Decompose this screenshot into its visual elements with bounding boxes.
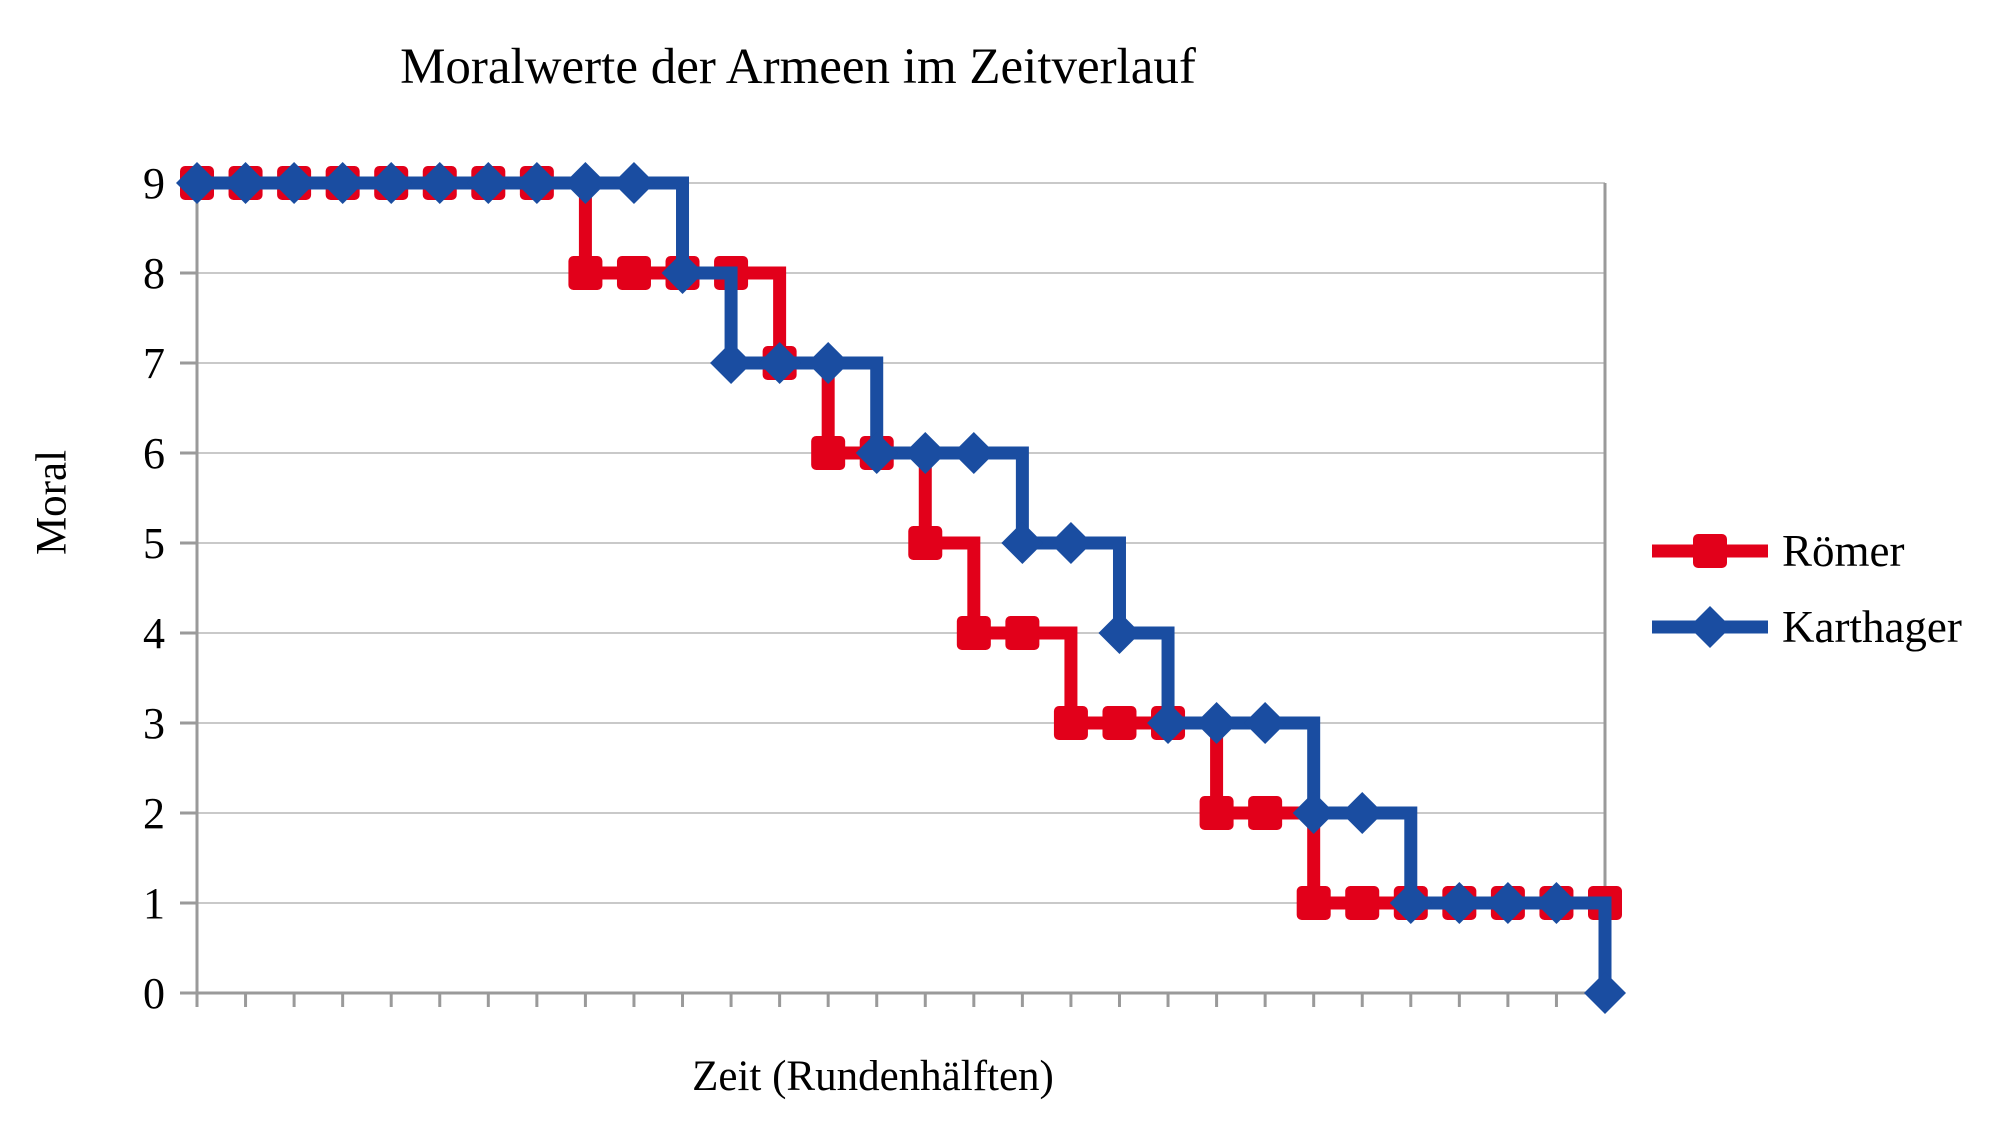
y-tick-label-4: 4 xyxy=(143,609,165,658)
data-point-marker-diamond xyxy=(273,162,316,204)
data-point-marker-diamond xyxy=(855,432,898,474)
data-point-marker-square xyxy=(1345,886,1380,920)
data-point-marker-diamond xyxy=(370,162,413,204)
data-point-marker-square xyxy=(908,526,943,560)
legend-marker-diamond xyxy=(1652,606,1768,648)
data-point-marker-diamond xyxy=(1049,522,1092,564)
series-karthager xyxy=(176,162,1626,1014)
data-point-marker-diamond xyxy=(1341,792,1384,834)
series-line-karthager xyxy=(197,176,1612,993)
data-point-marker-square xyxy=(956,616,991,650)
data-point-marker-diamond xyxy=(1535,882,1578,924)
y-tick-label-8: 8 xyxy=(143,249,165,298)
data-point-marker-square xyxy=(1248,796,1283,830)
data-series xyxy=(176,162,1626,1014)
y-tick-label-9: 9 xyxy=(143,159,165,208)
legend: Römer Karthager xyxy=(1652,520,1962,658)
data-point-marker-diamond xyxy=(1486,882,1529,924)
data-point-marker-square xyxy=(1005,616,1040,650)
y-tick-label-6: 6 xyxy=(143,429,165,478)
data-point-marker-diamond xyxy=(224,162,267,204)
data-point-marker-diamond xyxy=(1584,972,1626,1014)
data-point-marker-diamond xyxy=(807,342,850,384)
y-axis-title: Moral xyxy=(28,449,76,556)
data-point-marker-diamond xyxy=(564,162,607,204)
data-point-marker-diamond xyxy=(661,252,704,294)
y-tick-labels: 0 1 2 3 4 5 6 7 8 9 xyxy=(143,159,165,1018)
data-point-marker-square xyxy=(1693,534,1727,568)
y-tick-label-3: 3 xyxy=(143,699,165,748)
data-point-marker-diamond xyxy=(1098,612,1141,654)
x-axis-title: Zeit (Rundenhälften) xyxy=(692,1053,1054,1100)
data-point-marker-diamond xyxy=(1001,522,1044,564)
data-point-marker-diamond xyxy=(904,432,947,474)
y-tick-label-0: 0 xyxy=(143,969,165,1018)
data-point-marker-square xyxy=(568,256,603,290)
legend-label: Römer xyxy=(1782,526,1905,576)
data-point-marker-diamond xyxy=(1389,882,1432,924)
legend-label: Karthager xyxy=(1782,602,1962,652)
data-point-marker-diamond xyxy=(1147,702,1190,744)
axis-ticks xyxy=(180,181,1607,1007)
data-point-marker-square xyxy=(616,256,651,290)
legend-entry-karthager: Karthager xyxy=(1652,596,1962,658)
data-point-marker-diamond xyxy=(515,162,558,204)
data-point-marker-diamond xyxy=(467,162,510,204)
legend-marker-square xyxy=(1652,534,1768,568)
data-point-marker-diamond xyxy=(321,162,364,204)
data-point-marker-square xyxy=(1053,706,1088,740)
data-point-marker-diamond xyxy=(176,162,218,204)
y-tick-label-5: 5 xyxy=(143,519,165,568)
data-point-marker-diamond xyxy=(1244,702,1287,744)
data-point-marker-diamond xyxy=(612,162,655,204)
y-tick-label-2: 2 xyxy=(143,789,165,838)
gridlines xyxy=(197,182,1605,904)
data-point-marker-square xyxy=(1199,796,1234,830)
data-point-marker-diamond xyxy=(1195,702,1238,744)
y-tick-label-7: 7 xyxy=(143,339,165,388)
data-point-marker-diamond xyxy=(710,342,753,384)
data-point-marker-diamond xyxy=(1438,882,1481,924)
data-point-marker-diamond xyxy=(952,432,995,474)
legend-entry-römer: Römer xyxy=(1652,520,1962,582)
data-point-marker-square xyxy=(1296,886,1331,920)
axes xyxy=(195,183,1607,995)
data-point-marker-diamond xyxy=(418,162,461,204)
data-point-marker-square xyxy=(1102,706,1137,740)
data-point-marker-diamond xyxy=(758,342,801,384)
data-point-marker-diamond xyxy=(1292,792,1335,834)
data-point-marker-square xyxy=(811,436,846,470)
data-point-marker-diamond xyxy=(1689,606,1731,648)
chart-title: Moralwerte der Armeen im Zeitverlauf xyxy=(400,39,1196,95)
y-tick-label-1: 1 xyxy=(143,879,165,928)
